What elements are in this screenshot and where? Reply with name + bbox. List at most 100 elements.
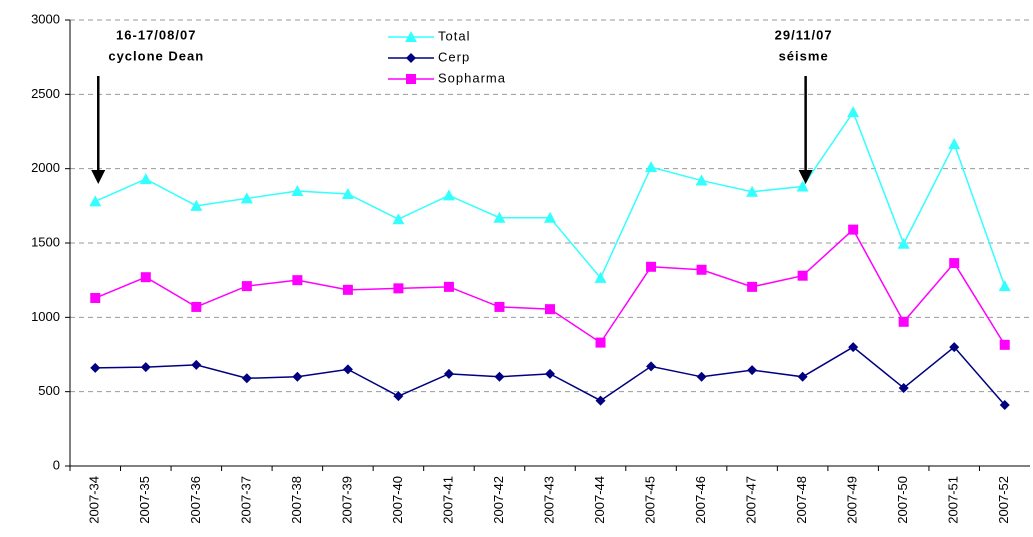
marker — [646, 261, 657, 272]
marker — [342, 284, 353, 295]
annotation: 16-17/08/07 — [116, 27, 196, 42]
marker — [90, 362, 101, 373]
annotation: 29/11/07 — [775, 27, 833, 42]
x-tick-label: 2007-39 — [339, 476, 354, 524]
marker — [392, 213, 405, 225]
x-tick-label: 2007-41 — [440, 476, 455, 524]
marker — [291, 184, 304, 196]
marker — [848, 342, 859, 353]
marker — [393, 391, 404, 402]
marker — [948, 138, 961, 150]
marker — [949, 258, 960, 269]
marker — [898, 382, 909, 393]
x-tick-label: 2007-51 — [946, 476, 961, 524]
marker — [90, 293, 101, 304]
legend-label: Sopharma — [438, 70, 506, 85]
marker — [746, 185, 759, 197]
marker — [494, 371, 505, 382]
marker — [493, 211, 506, 223]
y-tick-label: 2500 — [31, 86, 60, 101]
marker — [406, 74, 416, 84]
marker — [747, 281, 758, 292]
x-tick-label: 2007-42 — [491, 476, 506, 524]
x-tick-label: 2007-48 — [794, 476, 809, 524]
marker — [442, 189, 455, 201]
marker — [545, 304, 555, 315]
marker — [89, 195, 102, 207]
x-tick-label: 2007-40 — [390, 476, 405, 524]
marker — [797, 270, 808, 281]
y-tick-label: 1000 — [31, 309, 60, 324]
marker — [999, 400, 1010, 411]
y-tick-label: 0 — [53, 457, 60, 472]
x-tick-label: 2007-35 — [137, 476, 152, 524]
y-tick-label: 2000 — [31, 160, 60, 175]
x-tick-label: 2007-50 — [895, 476, 910, 524]
x-tick-label: 2007-47 — [744, 476, 759, 524]
y-tick-label: 3000 — [31, 11, 60, 26]
y-tick-label: 1500 — [31, 234, 60, 249]
marker — [696, 371, 707, 382]
x-tick-label: 2007-49 — [845, 476, 860, 524]
marker — [796, 180, 809, 192]
marker — [646, 361, 657, 372]
marker — [342, 364, 353, 375]
legend-label: Total — [438, 28, 470, 43]
marker — [695, 174, 708, 186]
series — [90, 224, 1010, 350]
legend-label: Cerp — [438, 49, 470, 64]
marker — [240, 192, 253, 204]
marker — [797, 371, 808, 382]
x-tick-label: 2007-44 — [592, 476, 607, 524]
x-tick-label: 2007-36 — [188, 476, 203, 524]
marker — [897, 237, 910, 249]
marker — [139, 173, 152, 185]
annotation: séisme — [779, 48, 829, 63]
annotation-arrowhead — [91, 170, 106, 184]
marker — [140, 362, 151, 373]
marker — [949, 342, 960, 353]
x-tick-label: 2007-45 — [642, 476, 657, 524]
series — [90, 342, 1010, 411]
annotation-arrowhead — [798, 170, 813, 184]
x-tick-label: 2007-46 — [693, 476, 708, 524]
marker — [594, 271, 607, 283]
marker — [443, 281, 454, 292]
line — [94, 228, 1006, 346]
x-tick-label: 2007-43 — [541, 476, 556, 524]
marker — [140, 272, 151, 283]
marker — [696, 264, 707, 275]
marker — [747, 365, 758, 376]
marker — [405, 31, 417, 42]
x-tick-label: 2007-52 — [996, 476, 1011, 524]
marker — [999, 339, 1010, 350]
marker — [595, 337, 606, 348]
marker — [998, 280, 1011, 292]
marker — [545, 368, 555, 379]
marker — [898, 316, 909, 327]
marker — [595, 395, 606, 406]
x-tick-label: 2007-38 — [289, 476, 304, 524]
series — [89, 106, 1011, 292]
line — [94, 110, 1006, 287]
marker — [544, 211, 556, 223]
marker — [292, 275, 303, 286]
marker — [494, 301, 505, 312]
marker — [848, 224, 859, 235]
marker — [443, 368, 454, 379]
marker — [847, 106, 860, 118]
marker — [393, 283, 404, 294]
marker — [341, 187, 354, 199]
marker — [406, 53, 416, 63]
marker — [241, 373, 252, 384]
marker — [645, 161, 658, 173]
y-tick-label: 500 — [38, 383, 60, 398]
annotation: cyclone Dean — [108, 48, 204, 63]
x-tick-label: 2007-34 — [87, 476, 102, 524]
x-tick-label: 2007-37 — [238, 476, 253, 524]
marker — [191, 301, 202, 312]
marker — [292, 371, 303, 382]
marker — [191, 359, 202, 370]
marker — [190, 199, 203, 211]
